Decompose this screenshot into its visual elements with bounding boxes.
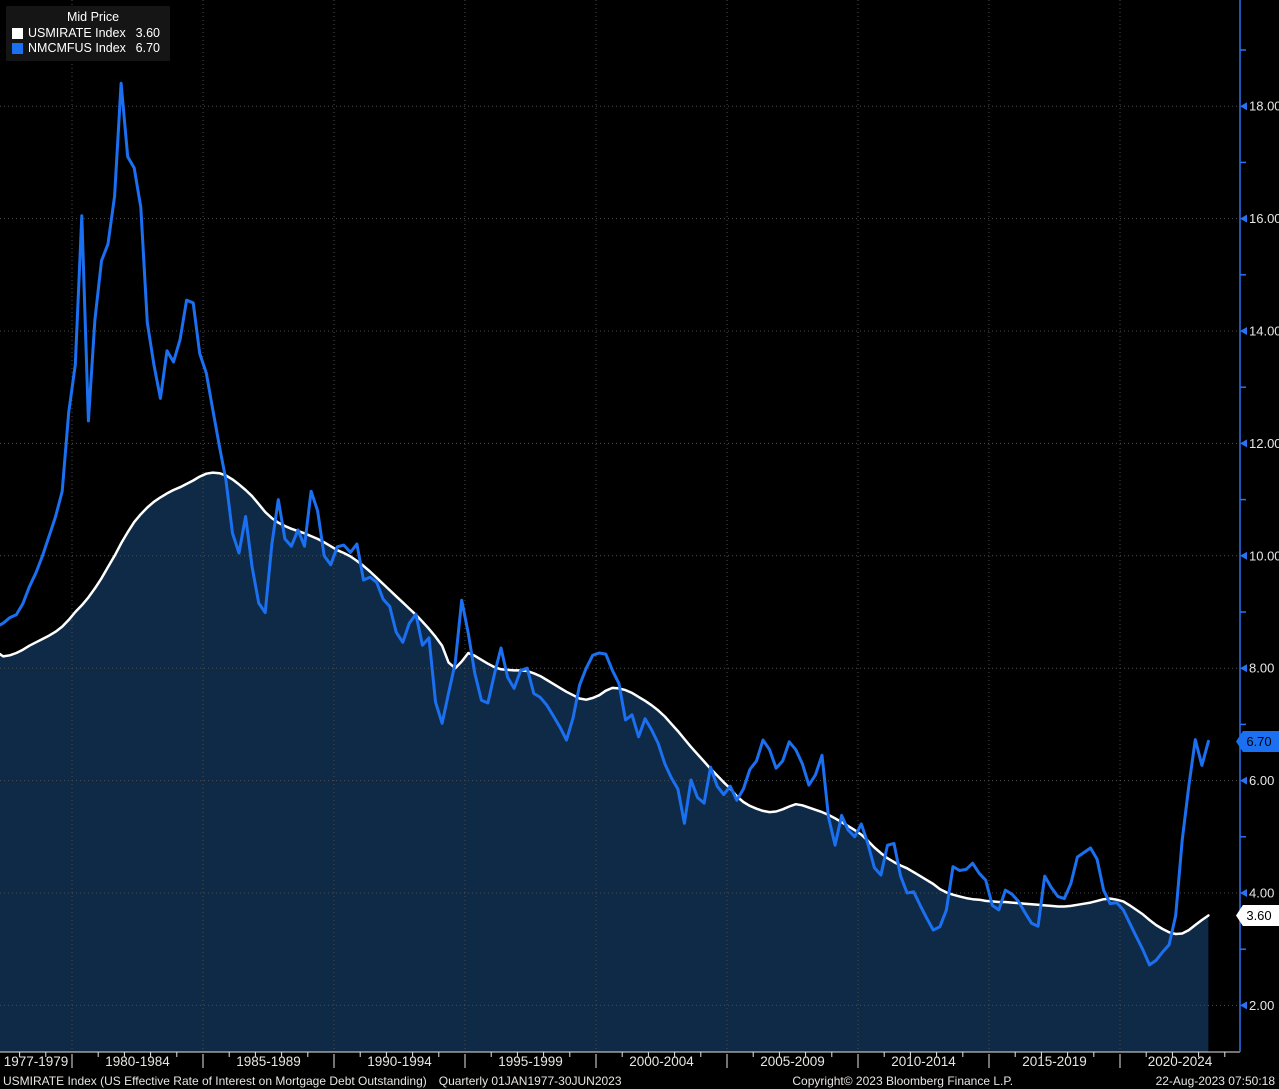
y-tick-arrow [1240,776,1247,785]
usmirate-swatch-icon [12,28,23,39]
y-tick-label: 12.00 [1249,436,1279,451]
legend-item-label: USMIRATE Index [28,26,126,40]
last-value-tag-nmcmfus: 6.70 [1236,731,1279,752]
y-tick-label: 18.00 [1249,99,1279,114]
x-section-label: 2015-2019 [1022,1054,1087,1069]
x-section-label: 1995-1999 [498,1054,563,1069]
y-tick-label: 4.00 [1249,886,1274,901]
legend-item-value: 3.60 [135,26,160,40]
y-tick-label: 10.00 [1249,548,1279,563]
y-tick-arrow [1240,1001,1247,1010]
footer-timestamp: 22-Aug-2023 07:50:18 [1155,1073,1275,1088]
x-section-label: 1985-1989 [236,1054,301,1069]
gridlines [0,0,1240,1052]
y-tick-arrow [1240,439,1247,448]
legend-item-value: 6.70 [135,41,160,55]
y-tick-label: 14.00 [1249,324,1279,339]
x-section-label: 1977-1979 [4,1054,69,1069]
y-axis-ticks-labels: 18.00 16.00 14.00 12.00 10.00 8.00 6.00 4.00 2.0… [1240,49,1279,1013]
nmcmfus-line [0,81,1210,967]
x-axis-labels: 1977-1979 1980-1984 1985-1989 1990-1994 1995… [4,1054,1213,1069]
x-section-label: 2020-2024 [1148,1054,1213,1069]
y-tick-arrow [1240,889,1247,897]
x-section-label: 2005-2009 [760,1054,825,1069]
footer-bar: USMIRATE Index (US Effective Rate of Int… [0,1072,1279,1089]
y-tick-label: 6.00 [1249,773,1274,788]
y-tick-label: 16.00 [1249,211,1279,226]
footer-periodicity: Quarterly 01JAN1977-30JUN2023 [438,1073,622,1088]
usmirate-area-fill [0,472,1209,1052]
x-section-label: 1980-1984 [105,1054,170,1069]
y-tick-arrow [1240,551,1247,560]
legend-item-nmcmfus[interactable]: NMCMFUS Index 6.70 [12,41,160,56]
y-tick-arrow [1240,327,1247,335]
nmcmfus-swatch-icon [12,43,23,54]
y-tick-arrow [1240,214,1247,223]
x-section-label: 2010-2014 [891,1054,956,1069]
last-value-tag-usmirate: 3.60 [1236,905,1279,926]
y-tick-arrow [1240,664,1247,673]
y-tick-label: 2.00 [1249,998,1274,1013]
x-section-label: 1990-1994 [367,1054,432,1069]
x-section-label: 2000-2004 [629,1054,694,1069]
usmirate-line [0,471,1210,936]
y-tick-label: 8.00 [1249,661,1274,676]
legend-title: Mid Price [66,10,120,24]
footer-copyright: Copyright© 2023 Bloomberg Finance L.P. [792,1073,1014,1088]
legend-item-usmirate[interactable]: USMIRATE Index 3.60 [12,26,160,41]
y-tick-arrow [1240,102,1247,111]
legend[interactable]: Mid Price USMIRATE Index 3.60 NMCMFUS In… [6,6,170,61]
footer-description: USMIRATE Index (US Effective Rate of Int… [3,1073,427,1088]
legend-item-label: NMCMFUS Index [28,41,126,55]
x-axis-ticks [19,1052,1226,1068]
